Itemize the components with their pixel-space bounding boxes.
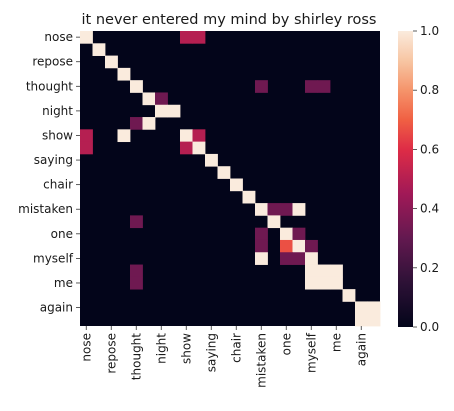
heatmap-cell [280,203,293,216]
heatmap-cell [330,276,343,290]
x-tick-label: repose [104,333,118,374]
heatmap-cell [242,190,256,204]
y-tick-label: nose [44,30,73,44]
heatmap-cell [80,31,93,44]
y-tick-label: again [40,301,73,315]
y-tick-label: mistaken [18,202,73,216]
y-tick-label: one [51,227,73,241]
colorbar: 0.0 0.2 0.4 0.6 0.8 1.0 [398,24,439,334]
x-tick-label: show [179,333,193,364]
y-tick-label: me [54,276,73,290]
heatmap-cell [117,129,131,143]
heatmap-cell [305,239,318,253]
y-tick-label: thought [26,79,73,93]
heatmap-cell [267,203,281,216]
chart-title: it never entered my mind by shirley ross [82,12,377,28]
heatmap-cell [80,141,93,155]
heatmap-cell [92,43,106,56]
x-tick-label: nose [79,333,93,362]
heatmap-cell [305,276,318,290]
heatmap-cell [317,80,331,93]
colorbar-tick-label: 0.0 [420,320,439,334]
heatmap-cell [130,215,143,229]
y-tick-label: myself [33,251,74,265]
colorbar-tick-label: 0.8 [420,83,439,97]
heatmap-cell [80,129,93,143]
heatmap-cell [105,55,118,69]
heatmap-cell [192,129,206,143]
heatmap-cell [205,153,218,167]
y-tick-label: saying [34,153,73,167]
heatmap-cell [180,31,193,44]
colorbar-gradient [398,31,413,327]
y-tick-label: chair [43,178,73,192]
heatmap-cell [142,92,156,106]
colorbar-tick-label: 1.0 [420,24,439,38]
heatmap-cell [367,313,381,327]
heatmap-cell [292,252,306,265]
y-axis-ticks: nose repose thought night show saying chair mis… [18,30,80,315]
heatmap-cells [80,31,381,327]
x-tick-label: myself [304,332,318,373]
heatmap-cell [317,276,331,290]
heatmap-cell [130,264,143,278]
heatmap-cell [317,264,331,278]
heatmap-cell [355,301,368,315]
heatmap-cell [130,117,143,130]
heatmap-cell [192,31,206,44]
heatmap-cell [192,141,206,155]
x-tick-label: chair [229,333,243,363]
heatmap-cell [305,80,318,93]
x-tick-label: thought [129,333,143,380]
heatmap-cell [155,92,168,106]
colorbar-tick-label: 0.2 [420,261,439,275]
heatmap-cell [255,80,268,93]
x-axis-ticks: nose repose thought night show saying chair mis… [79,326,368,388]
heatmap-cell [217,166,231,179]
heatmap-cell [255,239,268,253]
heatmap-cell [305,264,318,278]
x-tick-label: one [279,333,293,355]
heatmap-cell [292,239,306,253]
x-tick-label: saying [204,333,218,372]
y-tick-label: show [42,128,73,142]
x-tick-label: me [329,333,343,352]
heatmap-cell [330,264,343,278]
heatmap-cell [180,129,193,143]
heatmap-cell [255,227,268,241]
heatmap-cell [342,289,356,302]
heatmap-cell [355,313,368,327]
y-tick-label: repose [32,55,73,69]
heatmap-cell [130,276,143,290]
x-tick-label: mistaken [254,333,268,388]
heatmap-cell [142,117,156,130]
heatmap-cell [155,104,168,118]
heatmap-cell [292,203,306,216]
heatmap-cell [292,227,306,241]
heatmap-cell [167,104,181,118]
colorbar-tick-label: 0.4 [420,202,439,216]
colorbar-tick-label: 0.6 [420,142,439,156]
x-tick-label: again [354,333,368,366]
heatmap-cell [117,67,131,81]
heatmap-cell [280,239,293,253]
heatmap-cell [280,227,293,241]
y-tick-label: night [42,104,73,118]
heatmap-cell [305,252,318,265]
heatmap-cell [230,178,243,192]
heatmap-cell [130,80,143,93]
heatmap-cell [255,252,268,265]
x-tick-label: night [154,333,168,364]
heatmap-cell [280,252,293,265]
heatmap-cell [255,203,268,216]
heatmap-cell [267,215,281,229]
heatmap-cell [367,301,381,315]
heatmap-cell [180,141,193,155]
